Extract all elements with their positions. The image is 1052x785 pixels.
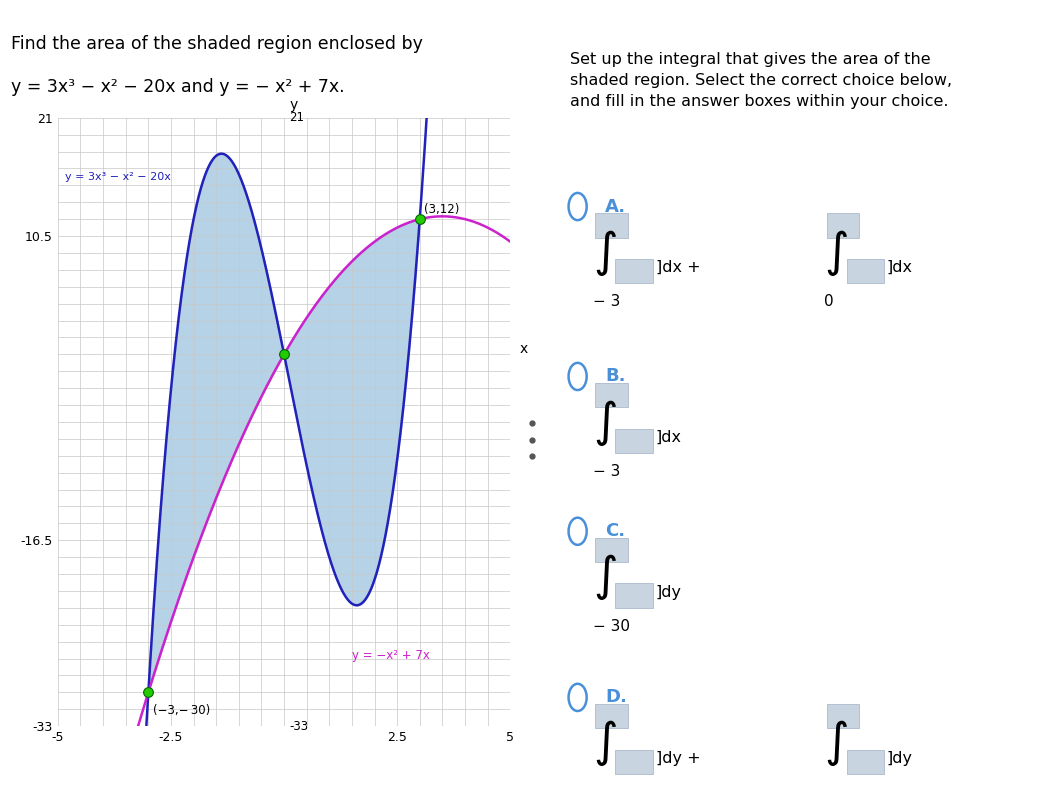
- Bar: [847, 258, 885, 283]
- Text: $\int$: $\int$: [824, 228, 848, 278]
- Text: Set up the integral that gives the area of the
shaded region. Select the correct: Set up the integral that gives the area …: [570, 53, 952, 109]
- Text: y = −x² + 7x: y = −x² + 7x: [351, 648, 430, 662]
- Bar: [595, 538, 628, 562]
- Bar: [827, 214, 859, 238]
- Bar: [615, 750, 653, 774]
- Bar: [595, 214, 628, 238]
- Bar: [615, 429, 653, 453]
- Text: $\int$: $\int$: [592, 397, 616, 447]
- Text: − 3: − 3: [592, 294, 620, 309]
- Text: ]dy: ]dy: [655, 585, 682, 600]
- Bar: [615, 583, 653, 608]
- Text: 0: 0: [824, 294, 833, 309]
- Text: A.: A.: [605, 198, 626, 216]
- Text: C.: C.: [605, 522, 625, 540]
- Text: ]dx +: ]dx +: [655, 260, 701, 276]
- Text: Find the area of the shaded region enclosed by: Find the area of the shaded region enclo…: [11, 35, 423, 53]
- Text: $\int$: $\int$: [592, 228, 616, 278]
- Text: y: y: [289, 98, 298, 112]
- Text: -33: -33: [289, 720, 308, 732]
- Bar: [847, 750, 885, 774]
- Text: x: x: [520, 341, 527, 356]
- Text: 21: 21: [289, 111, 304, 124]
- Text: (−3,− 30): (−3,− 30): [153, 703, 210, 717]
- Text: D.: D.: [605, 688, 627, 707]
- Text: − 30: − 30: [592, 619, 630, 633]
- Text: (3,12): (3,12): [424, 203, 460, 216]
- Text: ]dx: ]dx: [655, 430, 682, 445]
- Bar: [615, 258, 653, 283]
- Bar: [595, 383, 628, 407]
- Bar: [595, 704, 628, 728]
- Bar: [827, 704, 859, 728]
- Text: y = 3x³ − x² − 20x: y = 3x³ − x² − 20x: [64, 172, 170, 181]
- Text: $\int$: $\int$: [592, 553, 616, 602]
- Text: ]dy: ]dy: [887, 751, 913, 766]
- Text: y = 3x³ − x² − 20x and y = − x² + 7x.: y = 3x³ − x² − 20x and y = − x² + 7x.: [11, 78, 344, 97]
- Text: $\int$: $\int$: [824, 718, 848, 769]
- Text: $\int$: $\int$: [592, 718, 616, 769]
- Text: B.: B.: [605, 367, 626, 385]
- Text: ]dy +: ]dy +: [655, 751, 701, 766]
- Text: ]dx: ]dx: [887, 260, 913, 276]
- Text: − 3: − 3: [592, 464, 620, 479]
